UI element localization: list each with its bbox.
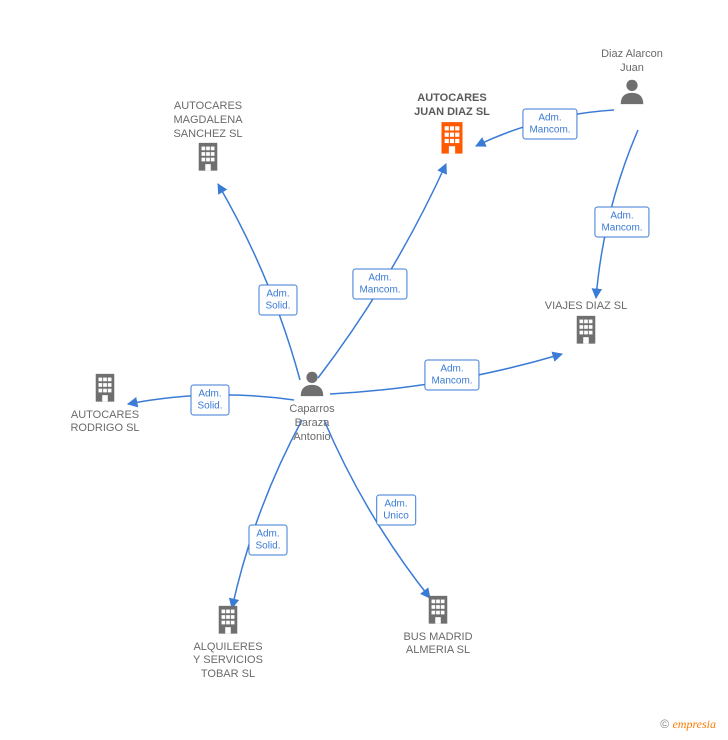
edge-label: Adm. Unico	[376, 495, 416, 526]
node-label: AUTOCARES JUAN DIAZ SL	[392, 92, 512, 120]
edge-label: Adm. Mancom.	[522, 109, 577, 140]
company-icon	[378, 594, 498, 631]
node-bus_madrid[interactable]: BUS MADRID ALMERIA SL	[378, 594, 498, 658]
node-autocares_magdalena[interactable]: AUTOCARES MAGDALENA SANCHEZ SL	[148, 100, 268, 178]
edge-caparros-alquileres	[232, 420, 302, 608]
node-diaz_alarcon[interactable]: Diaz Alarcon Juan	[572, 48, 692, 111]
company-icon	[148, 141, 268, 178]
edge-caparros-autocares_magdalena	[218, 184, 300, 380]
node-label: ALQUILERES Y SERVICIOS TOBAR SL	[168, 641, 288, 682]
node-label: BUS MADRID ALMERIA SL	[378, 631, 498, 659]
edge-label: Adm. Mancom.	[594, 207, 649, 238]
node-autocares_juan_diaz[interactable]: AUTOCARES JUAN DIAZ SL	[392, 92, 512, 160]
edge-label: Adm. Solid.	[248, 525, 287, 556]
node-label: Diaz Alarcon Juan	[572, 48, 692, 76]
edge-label: Adm. Solid.	[258, 285, 297, 316]
node-alquileres[interactable]: ALQUILERES Y SERVICIOS TOBAR SL	[168, 604, 288, 682]
node-label: AUTOCARES MAGDALENA SANCHEZ SL	[148, 100, 268, 141]
company-icon	[45, 372, 165, 409]
diagram-canvas: AUTOCARES MAGDALENA SANCHEZ SL AUTOCARES…	[0, 0, 728, 740]
copyright-symbol: ©	[660, 717, 669, 731]
person-icon	[572, 76, 692, 111]
company-icon	[526, 314, 646, 351]
edge-label: Adm. Mancom.	[352, 269, 407, 300]
node-caparros[interactable]: Caparros Baraza Antonio	[252, 368, 372, 444]
node-label: AUTOCARES RODRIGO SL	[45, 409, 165, 437]
person-icon	[252, 368, 372, 403]
node-viajes_diaz[interactable]: VIAJES DIAZ SL	[526, 300, 646, 350]
node-autocares_rodrigo[interactable]: AUTOCARES RODRIGO SL	[45, 372, 165, 436]
copyright: © empresia	[660, 717, 716, 732]
edge-label: Adm. Solid.	[190, 385, 229, 416]
company-icon	[168, 604, 288, 641]
copyright-brand: empresia	[672, 717, 716, 731]
node-label: VIAJES DIAZ SL	[526, 300, 646, 314]
edge-label: Adm. Mancom.	[424, 360, 479, 391]
company-icon	[392, 120, 512, 161]
node-label: Caparros Baraza Antonio	[252, 403, 372, 444]
